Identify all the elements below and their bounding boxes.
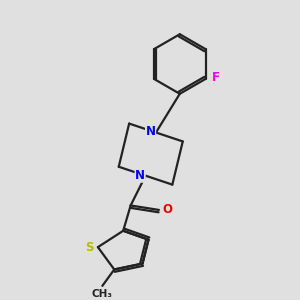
Text: F: F (212, 71, 220, 84)
Text: CH₃: CH₃ (92, 289, 113, 299)
Text: N: N (135, 169, 145, 182)
Text: N: N (146, 124, 156, 137)
Text: S: S (85, 241, 94, 254)
Text: O: O (162, 203, 172, 216)
